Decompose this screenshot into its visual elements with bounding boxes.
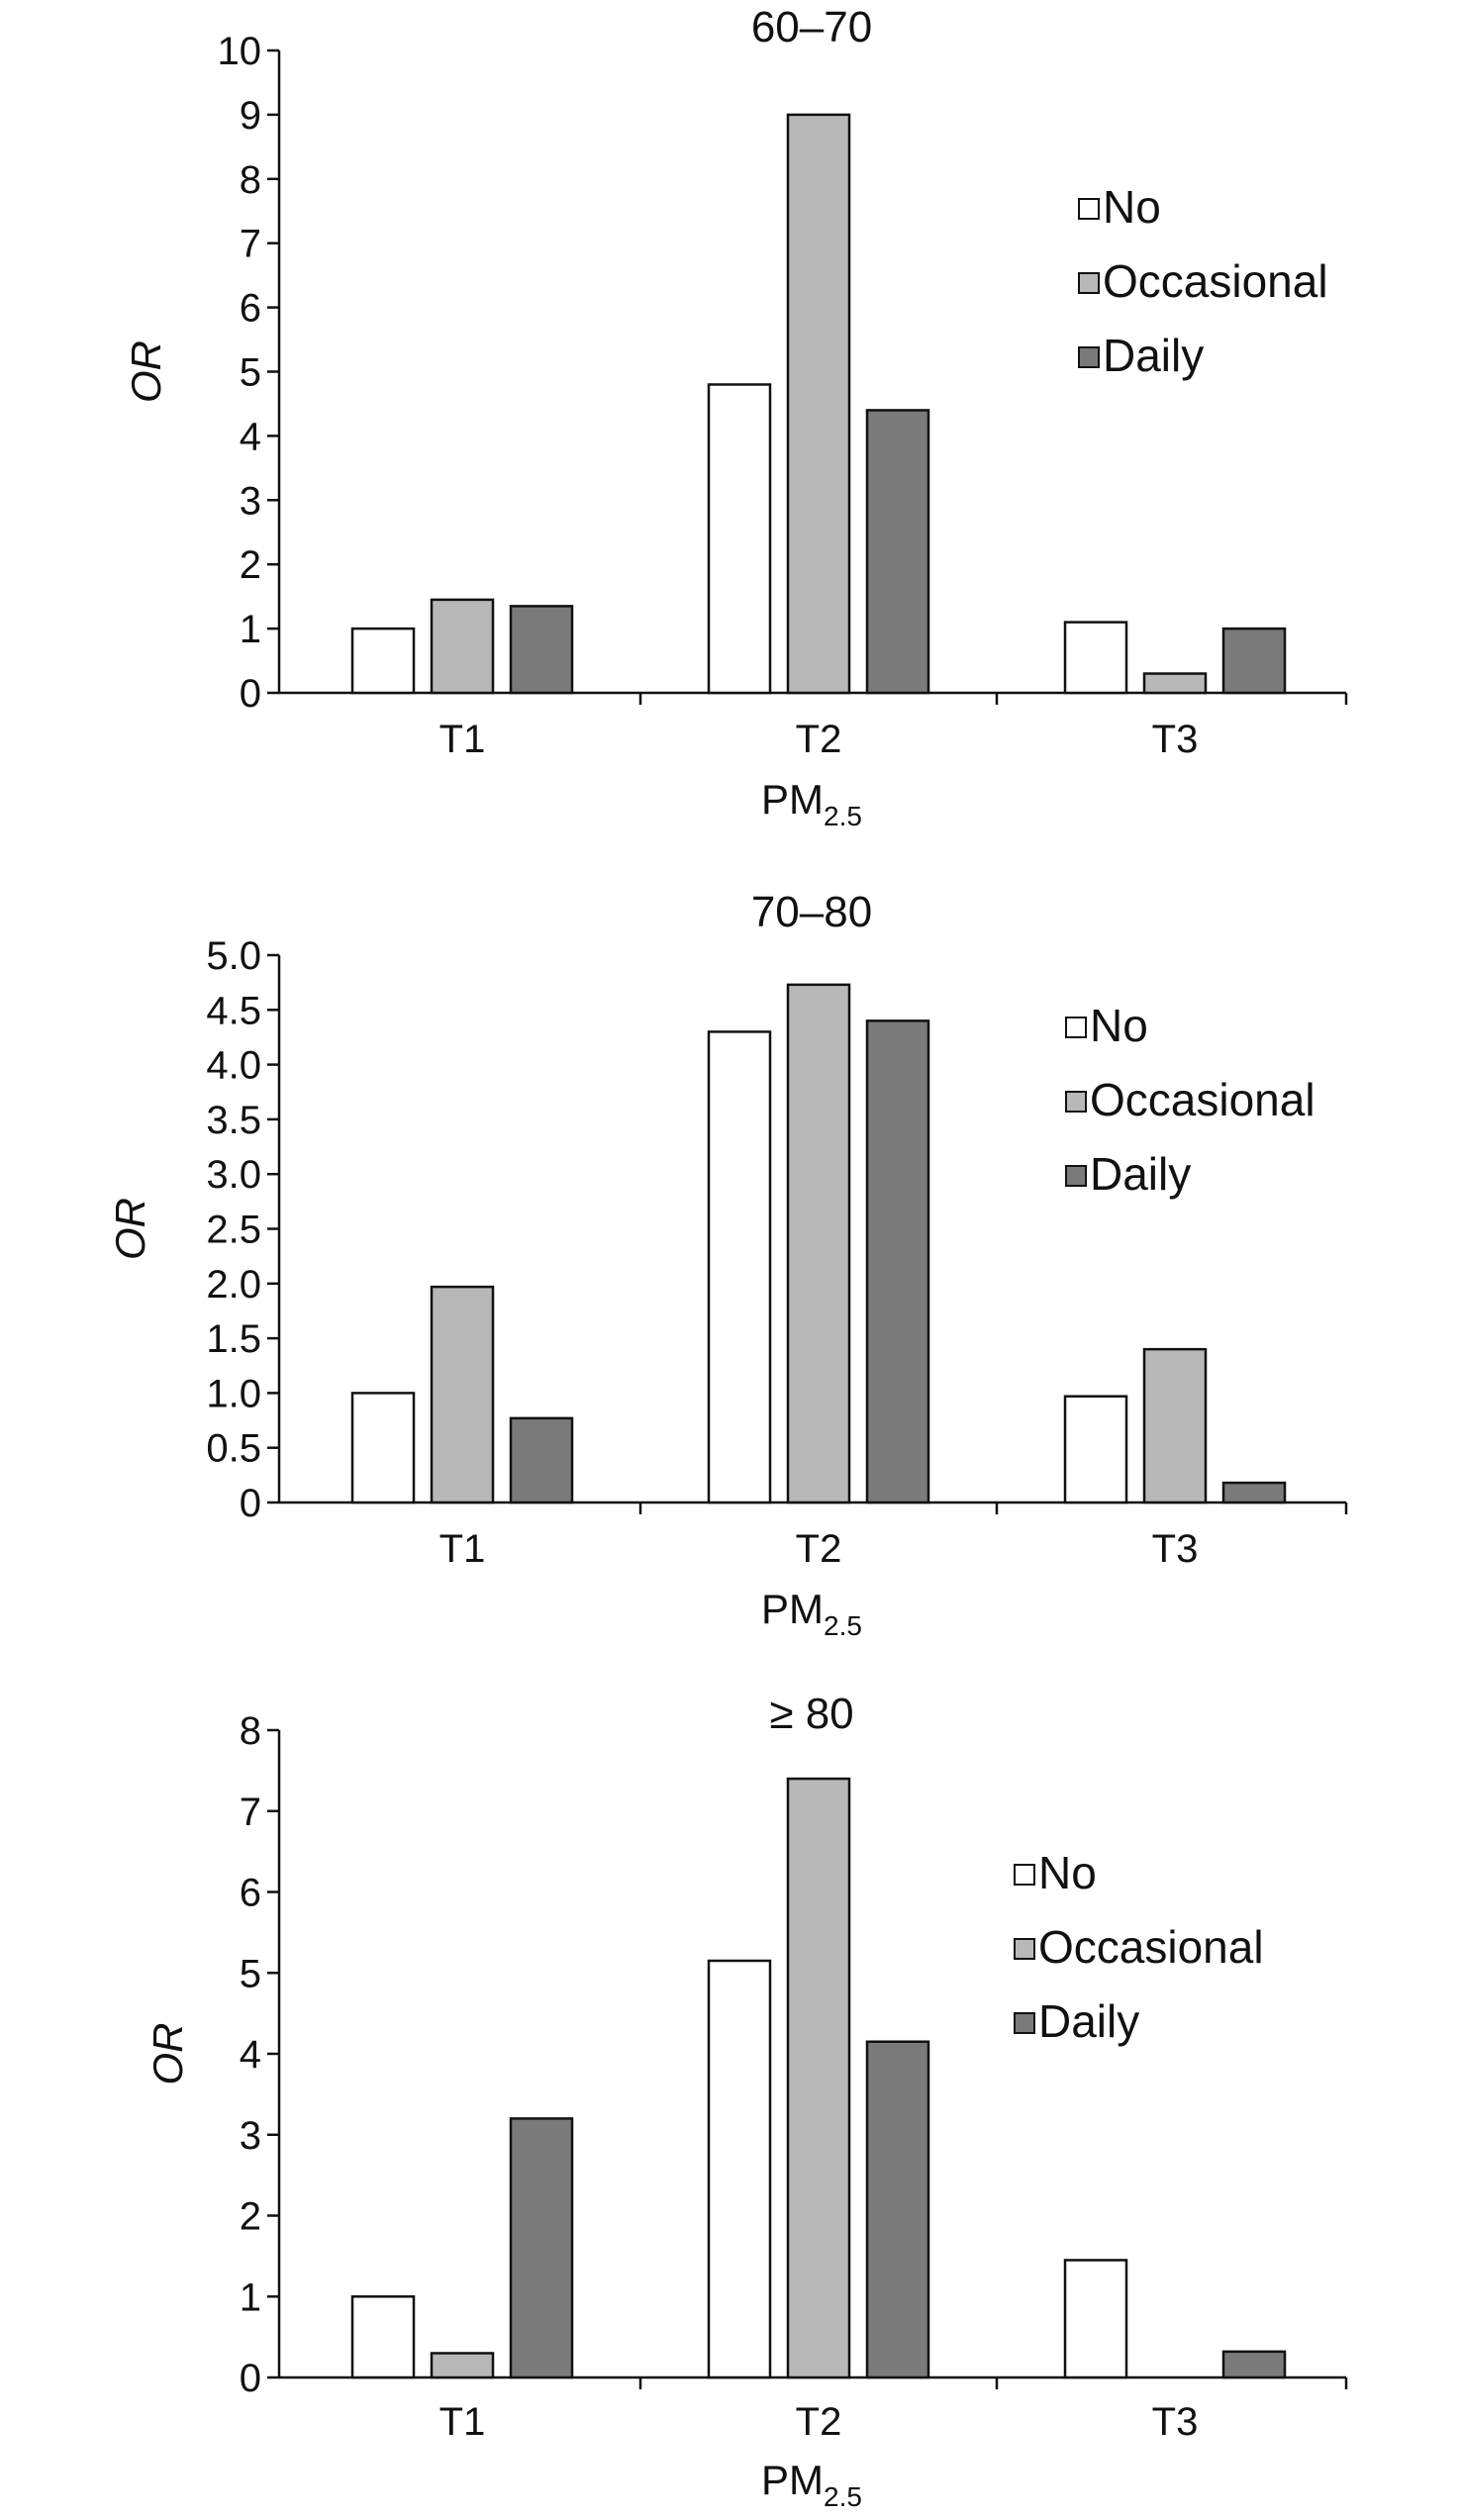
legend-label-no: No	[1038, 1847, 1097, 1898]
y-axis-title: OR	[107, 1198, 153, 1260]
y-tick-label: 0.5	[206, 1427, 261, 1471]
legend-swatch-occasional	[1065, 1091, 1087, 1113]
legend-label-occasional: Occasional	[1038, 1921, 1264, 1973]
bar-occasional-t3	[1142, 672, 1208, 695]
y-tick-label: 0	[240, 2357, 261, 2400]
bar-daily-t2	[865, 2040, 930, 2379]
legend-label-no: No	[1090, 1000, 1148, 1051]
chart-title: ≥ 80	[769, 1690, 853, 1738]
y-tick-label: 8	[240, 1709, 261, 1753]
bar-occasional-t2	[786, 1777, 851, 2379]
chart-title: 60–70	[751, 3, 872, 51]
bar-no-t3	[1063, 2259, 1128, 2379]
y-tick-label: 1.0	[206, 1372, 261, 1415]
bar-no-t1	[350, 1392, 416, 1504]
y-tick-label: 5.0	[206, 934, 261, 978]
y-tick-label: 3	[240, 479, 261, 523]
y-tick-label: 3.5	[206, 1099, 261, 1142]
y-tick-label: 5	[240, 1952, 261, 1995]
legend-swatch-occasional	[1014, 1938, 1035, 1960]
y-tick-label: 3.0	[206, 1153, 261, 1197]
bar-occasional-t2	[786, 113, 851, 695]
x-tick-label: T3	[1152, 718, 1199, 761]
y-tick-label: 1	[240, 608, 261, 651]
y-tick-label: 7	[240, 223, 261, 266]
legend-swatch-no	[1078, 198, 1100, 220]
x-axis-title: PM2.5	[761, 776, 862, 831]
bar-no-t1	[350, 627, 416, 695]
x-tick-label: T3	[1152, 1527, 1199, 1571]
bar-daily-t3	[1221, 1481, 1287, 1504]
y-tick-label: 6	[240, 287, 261, 331]
legend-swatch-occasional	[1078, 272, 1100, 294]
bar-occasional-t2	[786, 983, 851, 1504]
y-tick-label: 4	[240, 2033, 261, 2077]
y-axis-title: OR	[145, 2023, 191, 2085]
bar-daily-t2	[865, 1019, 930, 1504]
y-axis-title: OR	[123, 340, 169, 403]
bar-daily-t3	[1221, 627, 1287, 695]
y-tick-label: 0	[240, 672, 261, 716]
y-tick-label: 1.5	[206, 1317, 261, 1361]
legend-swatch-no	[1065, 1017, 1087, 1038]
chart-panel-2: 70–80 0 0.5 1.0 1.5 2.0 2.5 3.0 3.5 4.0 4.5 5.0 T1 T2…	[107, 888, 1348, 1641]
x-tick-label: T2	[796, 2400, 842, 2444]
y-tick-label: 10	[218, 30, 262, 73]
x-axis-title: PM2.5	[761, 2457, 862, 2512]
legend-label-occasional: Occasional	[1090, 1074, 1315, 1125]
y-tick-label: 7	[240, 1791, 261, 1834]
bar-no-t3	[1063, 1395, 1128, 1504]
bar-occasional-t1	[430, 598, 495, 695]
y-tick-label: 3	[240, 2114, 261, 2158]
bar-no-t2	[707, 383, 772, 695]
x-tick-label: T3	[1152, 2400, 1199, 2444]
y-tick-label: 1	[240, 2276, 261, 2319]
x-tick-label: T1	[439, 2400, 486, 2444]
legend-swatch-daily	[1014, 2012, 1035, 2034]
legend-label-daily: Daily	[1038, 1995, 1139, 2047]
y-tick-label: 8	[240, 158, 261, 202]
bar-daily-t1	[509, 1416, 574, 1504]
chart-panel-3: ≥ 80 0 1 2 3 4 5 6 7 8 T1 T2 T3 PM2.5 OR No Occasional Da…	[145, 1690, 1348, 2512]
y-tick-label: 2.0	[206, 1263, 261, 1307]
bar-no-t2	[707, 1959, 772, 2379]
chart-panel-1: 60–70 0 1 2 3 4 5 6 7 8 9 10 T1 T2 T3 PM2.5 OR No Occasion…	[123, 3, 1348, 831]
bar-occasional-t1	[430, 2352, 495, 2379]
legend-label-daily: Daily	[1090, 1148, 1191, 1200]
x-tick-label: T1	[439, 1527, 486, 1571]
legend-label-occasional: Occasional	[1103, 255, 1328, 307]
legend-swatch-no	[1014, 1864, 1035, 1886]
x-tick-label: T1	[439, 718, 486, 761]
y-tick-label: 2	[240, 2195, 261, 2239]
bar-occasional-t3	[1142, 1347, 1208, 1504]
y-tick-label: 2	[240, 543, 261, 587]
legend-swatch-daily	[1078, 346, 1100, 368]
y-tick-label: 5	[240, 351, 261, 395]
legend-label-no: No	[1103, 181, 1161, 233]
x-tick-label: T2	[796, 718, 842, 761]
x-axis-title: PM2.5	[761, 1586, 862, 1641]
y-tick-label: 4.5	[206, 989, 261, 1032]
y-tick-label: 9	[240, 94, 261, 138]
x-tick-label: T2	[796, 1527, 842, 1571]
bar-no-t3	[1063, 621, 1128, 695]
legend-swatch-daily	[1065, 1165, 1087, 1187]
y-tick-label: 6	[240, 1872, 261, 1915]
bar-occasional-t1	[430, 1285, 495, 1504]
y-tick-label: 0	[240, 1482, 261, 1525]
bar-daily-t2	[865, 409, 930, 695]
bar-daily-t1	[509, 605, 574, 695]
chart-title: 70–80	[751, 888, 872, 936]
y-tick-label: 2.5	[206, 1209, 261, 1252]
bar-daily-t1	[509, 2117, 574, 2379]
y-tick-label: 4.0	[206, 1044, 261, 1088]
legend-label-daily: Daily	[1103, 330, 1204, 381]
bar-no-t2	[707, 1030, 772, 1504]
y-tick-label: 4	[240, 415, 261, 458]
bar-no-t1	[350, 2295, 416, 2379]
bar-daily-t3	[1221, 2350, 1287, 2379]
